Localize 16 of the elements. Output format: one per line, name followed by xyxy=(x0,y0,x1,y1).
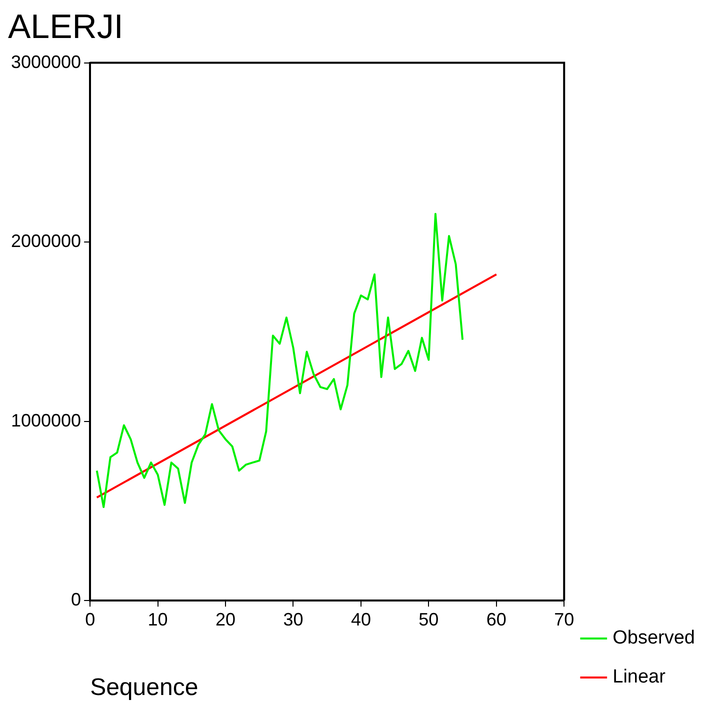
chart-title: ALERJI xyxy=(8,8,124,46)
y-tick-label: 2000000 xyxy=(10,231,82,252)
x-tick-label: 70 xyxy=(554,609,574,630)
x-tick-label: 20 xyxy=(216,609,236,630)
x-tick-label: 0 xyxy=(85,609,96,630)
x-axis-title: Sequence xyxy=(90,674,198,702)
x-tick-label: 50 xyxy=(418,609,439,630)
y-tick-label: 0 xyxy=(71,590,82,610)
x-tick-label: 30 xyxy=(283,609,304,630)
legend-label: Observed xyxy=(612,628,695,649)
y-tick-label: 1000000 xyxy=(10,410,82,430)
legend-label: Linear xyxy=(612,666,666,688)
x-tick-label: 10 xyxy=(148,609,168,630)
x-tick-label: 40 xyxy=(350,609,371,630)
y-tick-label: 3000000 xyxy=(10,52,82,72)
x-tick-label: 60 xyxy=(486,609,506,630)
